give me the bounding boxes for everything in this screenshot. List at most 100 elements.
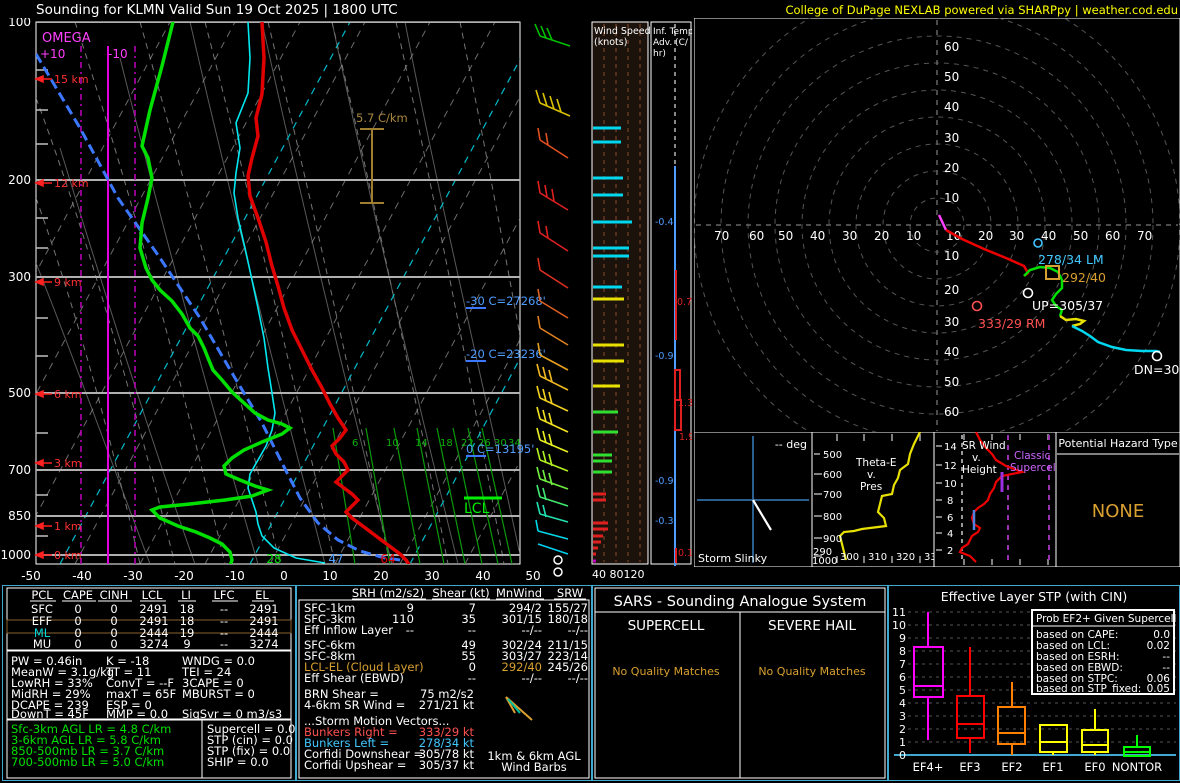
storm-slinky-panel[interactable]: -- deg Storm Slinky: [694, 432, 812, 567]
temp-tick--30: -30: [123, 569, 143, 583]
stp-xtick-ef1: EF1: [1042, 760, 1063, 774]
wind-speed-panel[interactable]: Wind Speed (knots): [590, 18, 650, 583]
skewt-panel[interactable]: 100 200 300 500 700 850 1000 15 km 12 km…: [0, 18, 590, 583]
kine-sfc3km-srw: 180/18: [548, 612, 588, 626]
pressure-tick-500: 500: [8, 386, 31, 400]
kine-sfc3km-shear: 35: [461, 612, 476, 626]
composite-stp-cin: STP (cin) = 0.0: [207, 733, 293, 747]
pressure-tick-700: 700: [8, 463, 31, 477]
kine-lclel-shear: 0: [469, 660, 476, 674]
kine-sfc1km-label: SFC-1km: [304, 601, 355, 615]
kinematics-panel[interactable]: SRH (m2/s2) Shear (kt) MnWind SRW SFC-1k…: [296, 585, 592, 781]
temp-adv-value--0.9b: -0.9: [655, 476, 674, 487]
kine-sfc6km-shear: 49: [461, 638, 476, 652]
parcel-ml-lfc: --: [220, 626, 228, 640]
height-marker-6km: 6 km: [54, 388, 82, 401]
thetae-xtick-320: 320: [896, 552, 915, 563]
thermo-sigsvr: SigSvr = 0 m3/s3: [182, 707, 282, 721]
stp-ytick-9: 9: [899, 632, 906, 645]
srwind-ytick-6: 6: [947, 513, 953, 524]
kine-sfc1km-mnwind: 294/2: [509, 601, 542, 615]
kine-effinflow-label: Eff Inflow Layer: [304, 623, 393, 637]
temp-tick-40: 40: [475, 569, 490, 583]
potential-hazard-panel[interactable]: Potential Hazard Type NONE: [1056, 432, 1180, 567]
srwind-ytick-4: 4: [947, 529, 953, 540]
parcel-sfc-pcl: SFC: [31, 602, 53, 616]
kine-row-sfc8km: SFC-8km 55 303/27 223/14: [304, 649, 588, 663]
temp-advection-panel[interactable]: Inf. Temp. Adv. (C/ hr) -0.4 0.7 -0.9 1.…: [650, 18, 692, 583]
pressure-tick-300: 300: [8, 270, 31, 284]
srwind-title-line3: Height: [962, 464, 997, 476]
hazard-value: NONE: [1092, 501, 1144, 522]
hodo-ytick-50b: 50: [944, 375, 959, 389]
thermo-convt: ConvT = --F: [106, 676, 174, 690]
hodo-ytick-60a: 60: [944, 40, 959, 54]
stp-box-ef1: [1039, 724, 1068, 755]
thetae-xtick-300: 300: [840, 552, 859, 563]
srwind-title-line2: v.: [972, 452, 981, 464]
kine-sfc8km-srw: 223/14: [548, 649, 588, 663]
wind-barb-column: [534, 23, 571, 577]
kine-effshear-shear: --: [468, 671, 476, 685]
composite-ship: SHIP = 0.0: [207, 755, 269, 769]
theta-e-panel[interactable]: 500 600 700 800 900 1000 290 300 310 320…: [812, 432, 934, 567]
kine-brn-shear-value: 75 m2/s2: [420, 687, 474, 701]
lapse-3to6km: 3-6km AGL LR = 5.8 C/km: [11, 733, 161, 747]
kine-bunkers-left-label: Bunkers Left =: [304, 736, 389, 750]
temp-tick-20: 20: [373, 569, 388, 583]
omega-label: OMEGA: [42, 31, 91, 46]
wind-speed-title-line1: Wind Speed: [594, 26, 650, 37]
hodograph-panel[interactable]: 60 50 40 30 20 10 10 20 30 40 50 60 70 6…: [694, 18, 1180, 433]
kine-sfc3km-srh: 110: [392, 612, 414, 626]
mixratio-label-10: 10: [386, 438, 399, 449]
kine-effshear-mnwind: --/--: [522, 671, 542, 685]
thetae-ytick-1000: 1000: [812, 556, 837, 567]
sars-left-title: SUPERCELL: [628, 618, 705, 634]
pcl-header-el: EL: [255, 588, 269, 602]
kine-corfidi-up-value: 305/37 kt: [419, 758, 475, 772]
stp-ytick-6: 6: [899, 671, 906, 684]
kine-lclel-mnwind: 292/40: [502, 660, 542, 674]
sr-wind-height-panel[interactable]: 14 12 10 8 6 4 2 SR Wind v. Height Class…: [934, 432, 1056, 567]
pressure-tick-1000: 1000: [0, 548, 31, 562]
stp-chart-panel[interactable]: Effective Layer STP (with CIN) 11 10 9 8…: [888, 585, 1180, 781]
prob-stpfixed-label: based on STP_fixed:: [1036, 683, 1141, 695]
level-label-0C: 0 C=13195': [466, 442, 534, 456]
prob-lcl-value: 0.02: [1147, 640, 1170, 652]
thermo-k: K = -18: [106, 654, 149, 668]
prob-cape-label: based on CAPE:: [1036, 629, 1118, 641]
temp-tick-10: 10: [322, 569, 337, 583]
temp-tick-0: 0: [280, 569, 288, 583]
kine-sfc1km-shear: 7: [469, 601, 476, 615]
thermodynamics-panel[interactable]: PCL CAPE CINH LCL LI LFC EL SFC 0 0 2491…: [2, 585, 296, 781]
mixratio-label-14: 14: [415, 438, 428, 449]
height-marker-15km: 15 km: [54, 73, 89, 86]
kine-motion-bunkers-right: Bunkers Right = 333/29 kt: [304, 725, 474, 739]
stp-ytick-3: 3: [899, 710, 906, 723]
kine-corfidi-down-label: Corfidi Downshear =: [304, 747, 423, 761]
omega-minus-label: -10: [108, 47, 128, 61]
thetae-xtick-290: 290: [813, 547, 832, 558]
sars-panel[interactable]: SARS - Sounding Analogue System SUPERCEL…: [592, 585, 888, 781]
hodo-ytick-10b: 10: [944, 249, 959, 263]
hodo-ytick-20b: 20: [944, 283, 959, 297]
kine-row-sfc3km: SFC-3km 110 35 301/15 180/18: [304, 612, 588, 626]
prob-esrh-value: --: [1162, 651, 1170, 663]
kine-motion-corfidi-up: Corfidi Upshear = 305/37 kt: [304, 758, 474, 772]
stp-xtick-ef3: EF3: [959, 760, 980, 774]
srwind-title-line1: SR Wind: [962, 440, 1006, 452]
prob-ebwd-label: based on EBWD:: [1036, 662, 1123, 674]
srwind-ytick-2: 2: [947, 546, 953, 557]
parcel-sfc-lfc: --: [220, 602, 228, 616]
thetae-xtick-310: 310: [868, 552, 887, 563]
stp-ytick-2: 2: [899, 723, 906, 736]
kine-mini-wind-barbs: [505, 696, 533, 721]
pcl-header-pcl: PCL: [31, 588, 53, 602]
kine-header-srw: SRW: [557, 586, 583, 600]
temp-adv-title-line2: Adv. (C/: [653, 38, 689, 48]
thermo-dcape: DCAPE = 239: [11, 698, 89, 712]
sars-title: SARS - Sounding Analogue System: [614, 594, 867, 610]
hodo-xtick-30L: 30: [842, 229, 857, 243]
parcel-mu-lfc: --: [220, 637, 228, 651]
thermo-col1: PW = 0.46in MeanW = 3.1g/kg LowRH = 33% …: [11, 654, 114, 721]
